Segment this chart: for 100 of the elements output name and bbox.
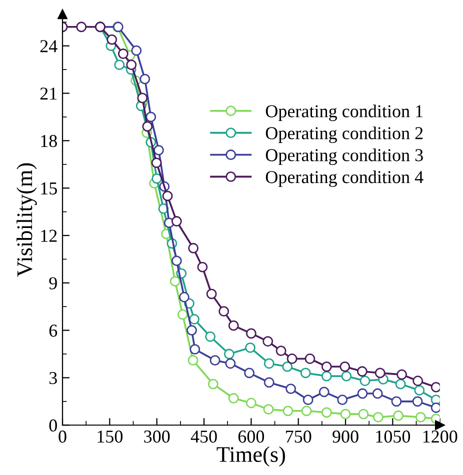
point	[188, 355, 198, 366]
point	[152, 173, 162, 184]
y-tick-label: 21	[40, 88, 57, 100]
point	[282, 406, 294, 416]
x-tick-label: 450	[190, 430, 217, 443]
point	[396, 369, 408, 380]
point	[286, 354, 298, 364]
point	[188, 242, 199, 254]
point	[340, 361, 350, 372]
point	[162, 190, 173, 202]
legend-label: Operating condition 1	[266, 104, 423, 122]
point	[360, 376, 370, 386]
point	[228, 320, 239, 331]
point	[225, 358, 236, 369]
point	[142, 121, 153, 132]
x-tick-label: 900	[332, 430, 358, 443]
point	[190, 344, 200, 354]
point	[208, 378, 218, 390]
point	[373, 412, 384, 422]
point	[151, 158, 162, 168]
point	[412, 396, 423, 407]
point	[177, 309, 188, 320]
y-tick-label: 9	[49, 277, 57, 290]
point	[244, 368, 254, 378]
point	[126, 60, 137, 70]
point	[357, 388, 368, 399]
x-tick-label: 1050	[376, 430, 410, 443]
point	[286, 384, 296, 394]
point	[197, 262, 208, 272]
point	[356, 366, 368, 377]
point	[321, 370, 332, 382]
point	[300, 368, 311, 378]
point	[118, 48, 128, 59]
point	[430, 402, 440, 413]
point	[374, 368, 386, 378]
point	[276, 346, 286, 356]
y-tick-label: 0	[49, 419, 57, 432]
x-tick-label: 1200	[423, 430, 458, 443]
point	[358, 408, 369, 420]
x-tick-label: 150	[98, 430, 123, 443]
y-tick-label: 6	[49, 324, 58, 337]
point	[395, 378, 406, 390]
point	[414, 385, 425, 396]
point	[282, 361, 293, 372]
point	[321, 361, 332, 372]
point	[106, 34, 118, 45]
y-tick-label: 15	[41, 182, 57, 195]
legend-label: Operating condition 4	[266, 170, 424, 187]
point	[154, 144, 164, 156]
point	[264, 358, 274, 369]
point	[140, 74, 150, 84]
point	[321, 407, 332, 418]
point	[246, 398, 256, 408]
y-axis-title: Visibility(m)	[16, 163, 37, 277]
x-tick-label: 600	[238, 430, 264, 443]
point	[393, 410, 404, 421]
point	[264, 377, 274, 388]
point	[206, 288, 217, 300]
point	[391, 396, 402, 407]
point	[171, 216, 182, 226]
point	[228, 393, 239, 404]
point	[131, 45, 142, 56]
point	[415, 412, 426, 422]
point	[218, 306, 230, 317]
point	[318, 386, 330, 398]
point	[412, 376, 424, 386]
point	[146, 112, 156, 122]
point	[341, 370, 352, 382]
point	[76, 22, 87, 32]
point	[245, 342, 256, 353]
point	[302, 394, 314, 406]
legend-label: Operating condition 2	[266, 126, 423, 144]
point	[301, 406, 312, 416]
x-tick-label: 0	[58, 430, 66, 443]
point	[262, 336, 274, 347]
point	[263, 404, 274, 415]
y-tick-label: 12	[41, 230, 57, 242]
point	[337, 394, 348, 406]
point	[170, 276, 180, 287]
point	[137, 92, 148, 104]
point	[224, 348, 234, 360]
point	[372, 388, 383, 399]
legend-label: Operating condition 3	[266, 148, 423, 165]
x-axis-title: Time(s)	[216, 446, 285, 467]
point	[210, 355, 220, 366]
x-tick-label: 300	[144, 430, 170, 443]
point	[114, 60, 125, 70]
point	[304, 354, 316, 364]
point	[171, 256, 182, 266]
y-tick-label: 24	[40, 40, 58, 52]
y-tick-label: 3	[49, 372, 57, 384]
x-tick-label: 750	[286, 430, 312, 443]
point	[189, 314, 200, 324]
point	[178, 292, 190, 302]
y-tick-label: 18	[41, 134, 57, 148]
point	[340, 408, 351, 420]
point	[205, 331, 216, 342]
point	[246, 328, 256, 339]
point	[430, 382, 440, 392]
point	[186, 325, 197, 336]
